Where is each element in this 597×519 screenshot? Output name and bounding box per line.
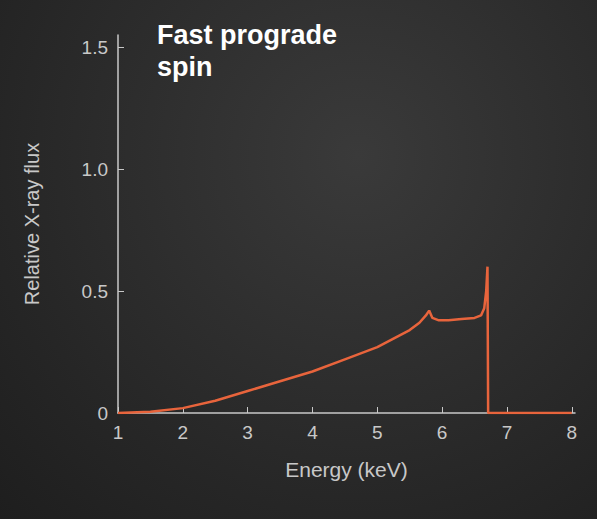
svg-text:6: 6 <box>437 422 448 443</box>
svg-text:7: 7 <box>502 422 513 443</box>
svg-text:1: 1 <box>113 422 124 443</box>
svg-text:1.0: 1.0 <box>82 159 108 180</box>
svg-text:3: 3 <box>242 422 253 443</box>
svg-text:Fast prograde: Fast prograde <box>157 20 345 50</box>
svg-text:Relative X-ray flux: Relative X-ray flux <box>21 143 43 305</box>
svg-text:spin: spin <box>157 52 213 82</box>
svg-text:2: 2 <box>178 422 189 443</box>
svg-text:4: 4 <box>307 422 318 443</box>
svg-text:0.5: 0.5 <box>82 281 108 302</box>
svg-text:8: 8 <box>566 422 577 443</box>
svg-text:0: 0 <box>97 403 108 424</box>
svg-text:5: 5 <box>372 422 383 443</box>
svg-text:1.5: 1.5 <box>82 37 108 58</box>
svg-text:Energy (keV): Energy (keV) <box>285 458 408 481</box>
